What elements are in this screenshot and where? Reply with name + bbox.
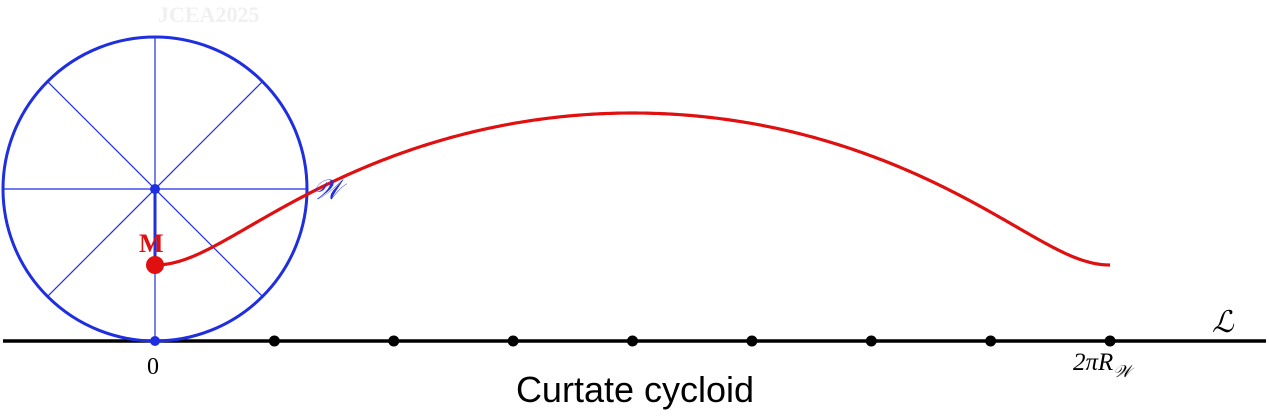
end-label: 2πR𝒲	[1073, 349, 1135, 381]
wheel-center-dot	[150, 184, 160, 194]
tracing-point-m	[146, 256, 164, 274]
baseline-tick-dot	[1104, 335, 1116, 347]
baseline-tick-dot	[507, 335, 519, 347]
watermark-text: JCEA2025	[158, 2, 259, 27]
circle-w-label: 𝒲	[312, 175, 348, 206]
baseline-tick-dot	[746, 335, 758, 347]
baseline-tick-dot	[268, 335, 280, 347]
baseline-tick-dot	[627, 335, 639, 347]
rolling-circle	[1, 35, 309, 346]
origin-label: 0	[147, 354, 159, 380]
curtate-cycloid-curve	[154, 111, 1111, 267]
end-label-main: 2πR	[1073, 349, 1113, 376]
contact-point-dot	[150, 336, 160, 346]
baseline-tick-dot	[388, 335, 400, 347]
baseline-tick-dot	[985, 335, 997, 347]
baseline-tick-dot	[865, 335, 877, 347]
line-l-label: ℒ	[1212, 306, 1235, 339]
point-m-label: M	[139, 229, 164, 258]
diagram-caption: Curtate cycloid	[516, 369, 754, 410]
end-label-subscript: 𝒲	[1113, 362, 1135, 381]
baseline-ticks	[268, 335, 1116, 347]
